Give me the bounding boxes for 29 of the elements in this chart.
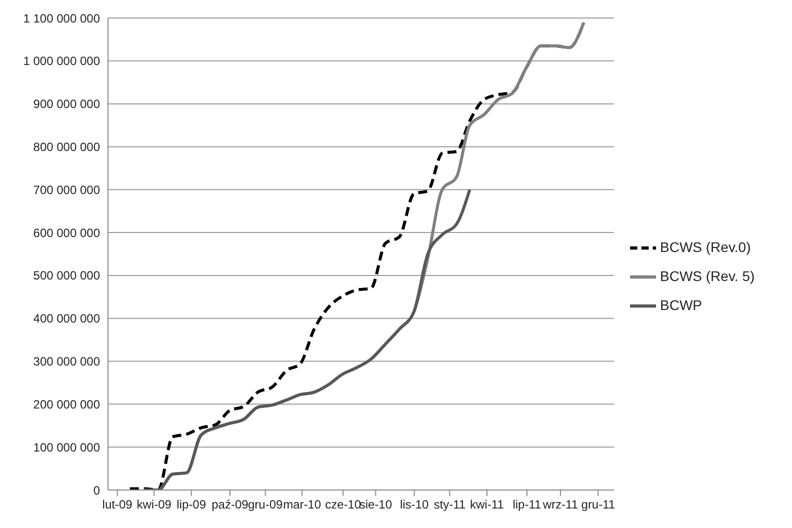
x-tick-label: sie-10 <box>359 498 392 512</box>
y-tick-label: 1 100 000 000 <box>23 11 100 26</box>
y-tick-label: 600 000 000 <box>33 226 100 240</box>
x-tick-label: lip-11 <box>512 498 542 512</box>
x-tick-label: cze-10 <box>325 498 362 512</box>
x-tick-label: lis-10 <box>400 498 429 512</box>
x-tick-label: mar-10 <box>283 498 322 512</box>
legend-label: BCWS (Rev. 5) <box>660 268 755 284</box>
x-tick-label: sty-11 <box>434 498 466 512</box>
legend-label: BCWP <box>660 297 702 313</box>
y-tick-label: 200 000 000 <box>33 397 100 412</box>
x-tick-label: lip-09 <box>176 498 206 512</box>
x-tick-label: gru-09 <box>248 498 284 512</box>
y-tick-label: 300 000 000 <box>33 354 100 369</box>
x-tick-label: lut-09 <box>102 498 133 512</box>
x-tick-label: wrz-11 <box>542 498 578 512</box>
x-tick-label: kwi-09 <box>136 498 172 512</box>
y-tick-label: 100 000 000 <box>33 440 100 454</box>
y-tick-label: 900 000 000 <box>33 97 100 112</box>
y-tick-label: 800 000 000 <box>33 140 100 154</box>
x-tick-label: kwi-11 <box>470 498 504 512</box>
x-tick-label: paź-09 <box>212 498 249 512</box>
y-tick-label: 0 <box>93 483 100 498</box>
y-tick-label: 1 000 000 000 <box>23 54 100 68</box>
x-tick-label: gru-11 <box>581 498 616 512</box>
legend-label: BCWS (Rev.0) <box>660 239 751 255</box>
y-tick-label: 700 000 000 <box>33 182 100 197</box>
y-tick-label: 500 000 000 <box>33 268 100 283</box>
y-tick-label: 400 000 000 <box>33 312 100 326</box>
